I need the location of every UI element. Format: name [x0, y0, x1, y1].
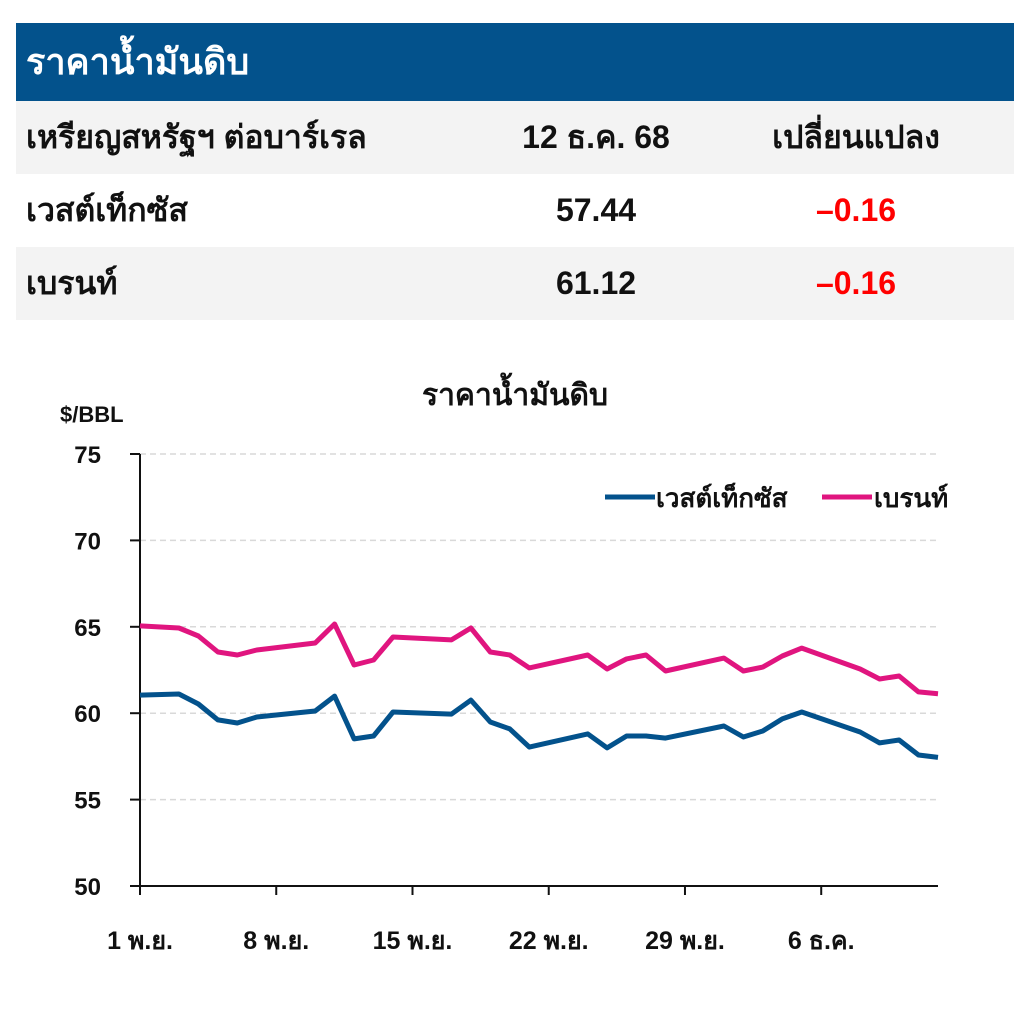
x-tick-label: 6 ธ.ค. [788, 927, 855, 955]
x-tick-label: 1 พ.ย. [107, 927, 173, 955]
y-tick-label: 50 [74, 874, 101, 901]
column-header-unit: เหรียญสหรัฐฯ ต่อบาร์เรล [26, 119, 367, 155]
table-row: เวสต์เท็กซัส 57.44 –0.16 [16, 174, 1014, 247]
y-axis-label: $/BBL [60, 402, 124, 427]
legend-label: เวสต์เท็กซัส [656, 482, 788, 513]
x-tick-label: 8 พ.ย. [243, 927, 309, 955]
table-header-row: เหรียญสหรัฐฯ ต่อบาร์เรล 12 ธ.ค. 68 เปลี่… [16, 101, 1014, 174]
y-tick-label: 55 [74, 788, 101, 815]
column-header-date: 12 ธ.ค. 68 [522, 119, 670, 155]
row-change: –0.16 [815, 265, 897, 301]
row-price: 57.44 [555, 192, 637, 228]
row-change: –0.16 [815, 192, 897, 228]
row-name: เบรนท์ [26, 265, 118, 301]
y-tick-label: 65 [74, 615, 101, 642]
chart-title: ราคาน้ำมันดิบ [422, 372, 608, 412]
series-line-2 [139, 621, 939, 697]
table-row: เบรนท์ 61.12 –0.16 [16, 247, 1014, 320]
row-price: 61.12 [555, 265, 637, 301]
series-line-1 [139, 691, 939, 760]
y-tick-label: 60 [74, 701, 101, 728]
column-header-change: เปลี่ยนแปลง [772, 119, 940, 155]
row-name: เวสต์เท็กซัส [26, 192, 188, 228]
x-tick-label: 15 พ.ย. [373, 927, 453, 955]
legend-label: เบรนท์ [874, 483, 948, 513]
x-tick-label: 29 พ.ย. [645, 927, 725, 955]
y-tick-label: 75 [74, 442, 101, 469]
y-tick-label: 70 [74, 528, 101, 555]
page-title: ราคาน้ำมันดิบ [16, 23, 1014, 101]
x-tick-label: 22 พ.ย. [509, 927, 589, 955]
